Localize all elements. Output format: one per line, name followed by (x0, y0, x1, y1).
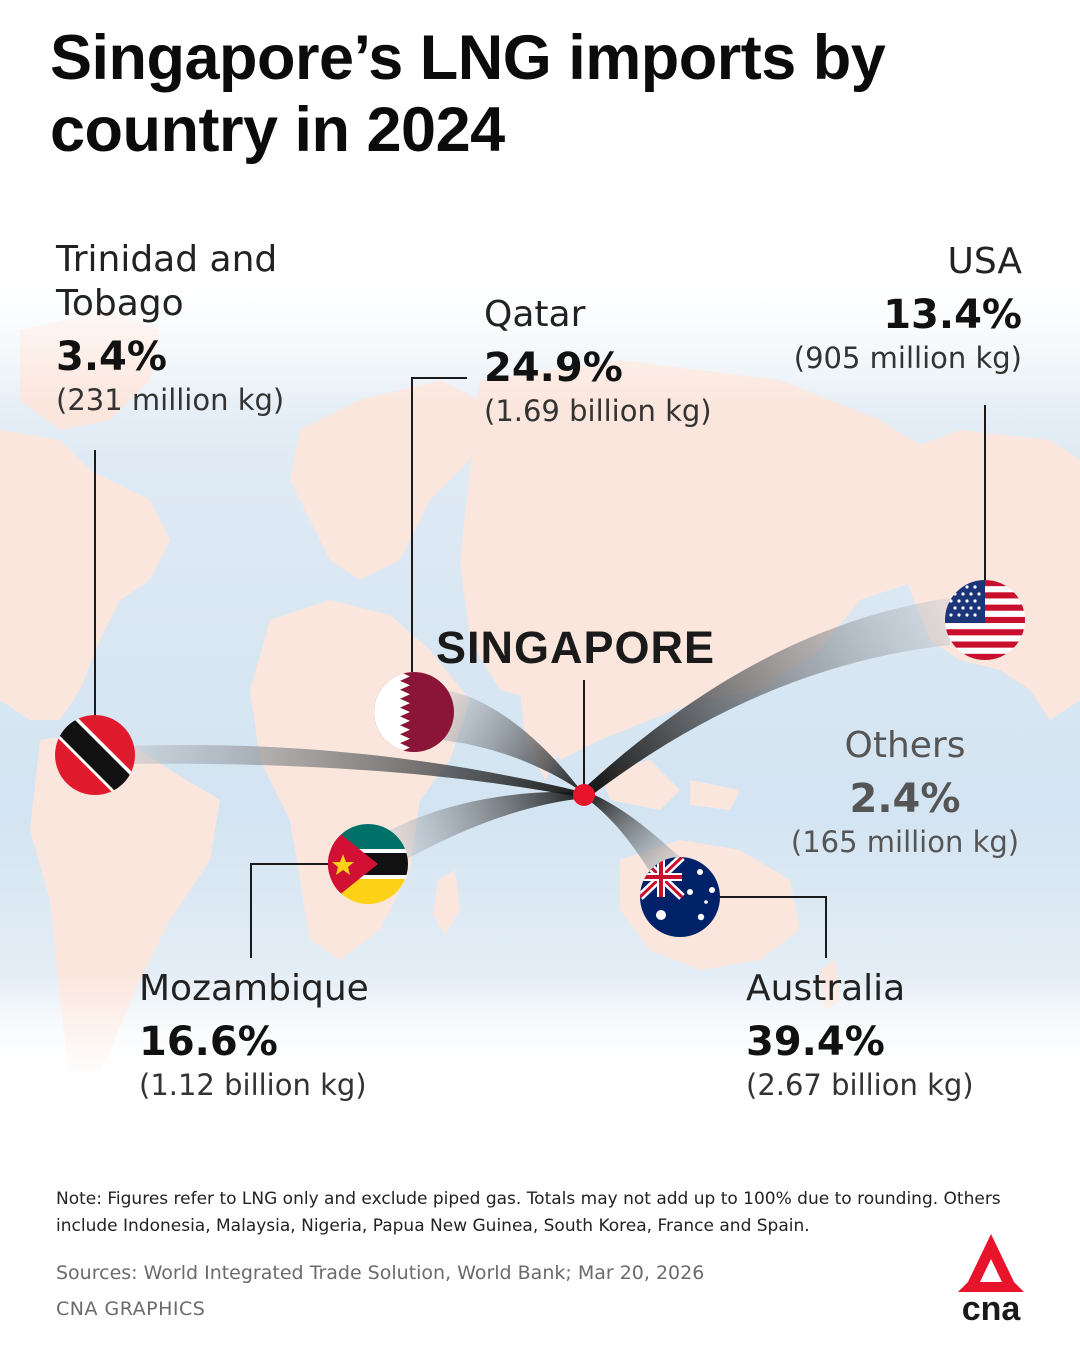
country-amount: (905 million kg) (793, 341, 1022, 375)
mozambique-leader-line (250, 863, 330, 958)
page-title: Singapore’s LNG imports by country in 20… (50, 23, 886, 165)
country-trinidad: Trinidad and Tobago 3.4% (231 million kg… (56, 238, 284, 418)
country-others: Others 2.4% (165 million kg) (790, 724, 1020, 860)
singapore-hub-dot (573, 784, 595, 806)
australia-flow (582, 792, 690, 872)
australia-flag-icon (640, 857, 720, 937)
country-percent: 16.6% (139, 1019, 278, 1065)
country-name: Trinidad and Tobago (56, 238, 284, 326)
country-amount: (165 million kg) (790, 825, 1020, 859)
country-amount: (2.67 billion kg) (746, 1068, 974, 1102)
country-amount: (231 million kg) (56, 383, 285, 417)
country-percent: 39.4% (746, 1019, 885, 1065)
mozambique-flow (390, 791, 585, 860)
country-percent: 3.4% (56, 334, 167, 380)
trinidad-flow (128, 744, 584, 798)
cna-logo-icon: cna (958, 1234, 1024, 1324)
country-name: Qatar (484, 294, 586, 335)
country-name: Others (844, 725, 966, 766)
country-name-line2: Tobago (56, 283, 184, 324)
logo-text: cna (962, 1290, 1022, 1324)
country-mozambique: Mozambique 16.6% (1.12 billion kg) (139, 967, 369, 1103)
mozambique-flag-icon (328, 824, 408, 904)
qatar-flow (440, 690, 588, 796)
country-usa: USA 13.4% (905 million kg) (760, 240, 1022, 376)
trinidad-flag-icon (55, 715, 135, 795)
country-amount: (1.12 billion kg) (139, 1068, 367, 1102)
graphics-credit: CNA GRAPHICS (56, 1298, 206, 1320)
country-name: Australia (746, 968, 906, 1009)
country-qatar: Qatar 24.9% (1.69 billion kg) (484, 293, 712, 429)
singapore-label: SINGAPORE (436, 622, 716, 673)
qatar-leader-line (411, 377, 467, 672)
australia-leader-line (720, 896, 827, 958)
flow-bands (128, 598, 950, 872)
country-percent: 2.4% (849, 776, 961, 822)
leader-lines (94, 377, 986, 958)
country-australia: Australia 39.4% (2.67 billion kg) (746, 967, 974, 1103)
usa-flag-icon (945, 580, 1025, 660)
country-name-line1: Trinidad and (56, 239, 278, 280)
country-amount: (1.69 billion kg) (484, 394, 712, 428)
sources: Sources: World Integrated Trade Solution… (56, 1262, 705, 1284)
country-percent: 13.4% (883, 292, 1022, 338)
country-name: USA (947, 241, 1023, 282)
country-percent: 24.9% (484, 345, 623, 391)
usa-flow (580, 598, 950, 798)
country-name: Mozambique (139, 968, 369, 1009)
footnote: Note: Figures refer to LNG only and excl… (56, 1189, 1001, 1236)
qatar-flag-icon (374, 672, 454, 752)
